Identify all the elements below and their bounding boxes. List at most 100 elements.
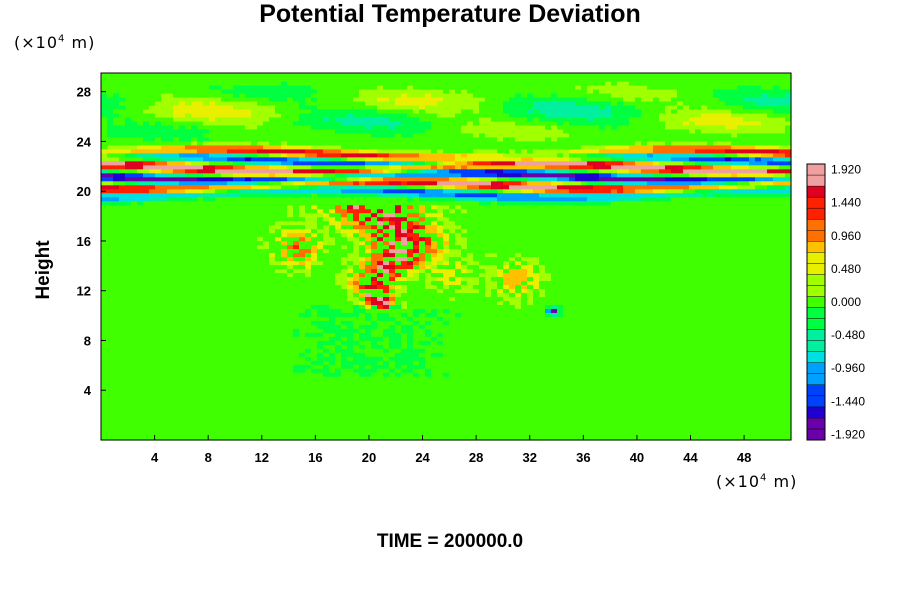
heatmap-cell: [137, 148, 144, 154]
heatmap-cell: [341, 412, 348, 417]
heatmap-cell: [353, 156, 360, 162]
heatmap-cell: [101, 168, 108, 174]
heatmap-cell: [383, 320, 390, 325]
heatmap-cell: [263, 76, 270, 82]
heatmap-cell: [167, 192, 174, 198]
heatmap-cell: [209, 256, 216, 262]
heatmap-cell: [317, 260, 324, 266]
heatmap-cell: [413, 400, 420, 405]
heatmap-cell: [425, 436, 432, 441]
heatmap-cell: [287, 80, 294, 86]
heatmap-cell: [203, 324, 210, 329]
heatmap-cell: [149, 104, 156, 110]
heatmap-cell: [215, 76, 222, 82]
heatmap-cell: [323, 80, 330, 86]
heatmap-cell: [137, 412, 144, 417]
heatmap-cell: [341, 116, 348, 122]
heatmap-cell: [143, 276, 150, 282]
heatmap-cell: [215, 188, 222, 194]
heatmap-cell: [197, 372, 204, 377]
heatmap-cell: [293, 304, 300, 309]
heatmap-cell: [245, 216, 252, 222]
heatmap-cell: [197, 164, 204, 170]
heatmap-cell: [149, 204, 156, 210]
heatmap-cell: [341, 332, 348, 337]
heatmap-cell: [143, 308, 150, 313]
heatmap-cell: [305, 104, 312, 110]
heatmap-cell: [335, 116, 342, 122]
heatmap-cell: [197, 124, 204, 130]
heatmap-cell: [173, 396, 180, 401]
heatmap-cell: [413, 120, 420, 126]
heatmap-cell: [179, 104, 186, 110]
heatmap-cell: [257, 336, 264, 341]
heatmap-cell: [395, 184, 402, 190]
heatmap-cell: [371, 232, 378, 238]
heatmap-cell: [233, 408, 240, 413]
heatmap-cell: [107, 240, 114, 246]
heatmap-cell: [215, 316, 222, 321]
heatmap-cell: [107, 376, 114, 381]
heatmap-cell: [179, 240, 186, 246]
heatmap-cell: [257, 224, 264, 230]
heatmap-cell: [395, 264, 402, 270]
heatmap-cell: [251, 104, 258, 110]
heatmap-cell: [269, 228, 276, 234]
heatmap-cell: [167, 360, 174, 365]
heatmap-cell: [299, 288, 306, 294]
heatmap-cell: [161, 364, 168, 369]
heatmap-cell: [299, 332, 306, 337]
heatmap-cell: [113, 160, 120, 166]
heatmap-cell: [353, 140, 360, 146]
heatmap-cell: [311, 356, 318, 361]
heatmap-cell: [329, 200, 336, 206]
heatmap-cell: [407, 268, 414, 274]
heatmap-cell: [167, 84, 174, 90]
heatmap-cell: [173, 188, 180, 194]
heatmap-cell: [125, 268, 132, 274]
heatmap-cell: [323, 236, 330, 242]
heatmap-cell: [419, 216, 426, 222]
heatmap-cell: [335, 184, 342, 190]
heatmap-cell: [197, 276, 204, 282]
heatmap-cell: [365, 212, 372, 218]
heatmap-cell: [317, 196, 324, 202]
heatmap-cell: [125, 164, 132, 170]
heatmap-cell: [185, 212, 192, 218]
heatmap-cell: [239, 420, 246, 425]
heatmap-cell: [221, 356, 228, 361]
heatmap-cell: [107, 112, 114, 118]
heatmap-cell: [137, 188, 144, 194]
heatmap-cell: [155, 96, 162, 102]
heatmap-cell: [353, 192, 360, 198]
heatmap-cell: [413, 412, 420, 417]
heatmap-cell: [257, 352, 264, 357]
heatmap-cell: [365, 344, 372, 349]
heatmap-cell: [251, 352, 258, 357]
heatmap-cell: [329, 160, 336, 166]
heatmap-cell: [185, 408, 192, 413]
heatmap-cell: [215, 168, 222, 174]
heatmap-cell: [275, 112, 282, 118]
heatmap-cell: [293, 284, 300, 290]
heatmap-cell: [413, 252, 420, 258]
heatmap-cell: [371, 268, 378, 274]
heatmap-cell: [191, 100, 198, 106]
heatmap-cell: [299, 412, 306, 417]
heatmap-cell: [317, 252, 324, 258]
heatmap-cell: [119, 240, 126, 246]
heatmap-cell: [335, 344, 342, 349]
heatmap-cell: [347, 308, 354, 313]
heatmap-cell: [263, 200, 270, 206]
heatmap-cell: [419, 300, 426, 305]
heatmap-cell: [407, 100, 414, 106]
heatmap-cell: [203, 108, 210, 114]
heatmap-cell: [227, 396, 234, 401]
heatmap-cell: [347, 128, 354, 134]
heatmap-cell: [329, 144, 336, 150]
heatmap-cell: [281, 100, 288, 106]
heatmap-cell: [377, 144, 384, 150]
heatmap-cell: [359, 248, 366, 254]
heatmap-cell: [359, 152, 366, 158]
heatmap-cell: [395, 196, 402, 202]
